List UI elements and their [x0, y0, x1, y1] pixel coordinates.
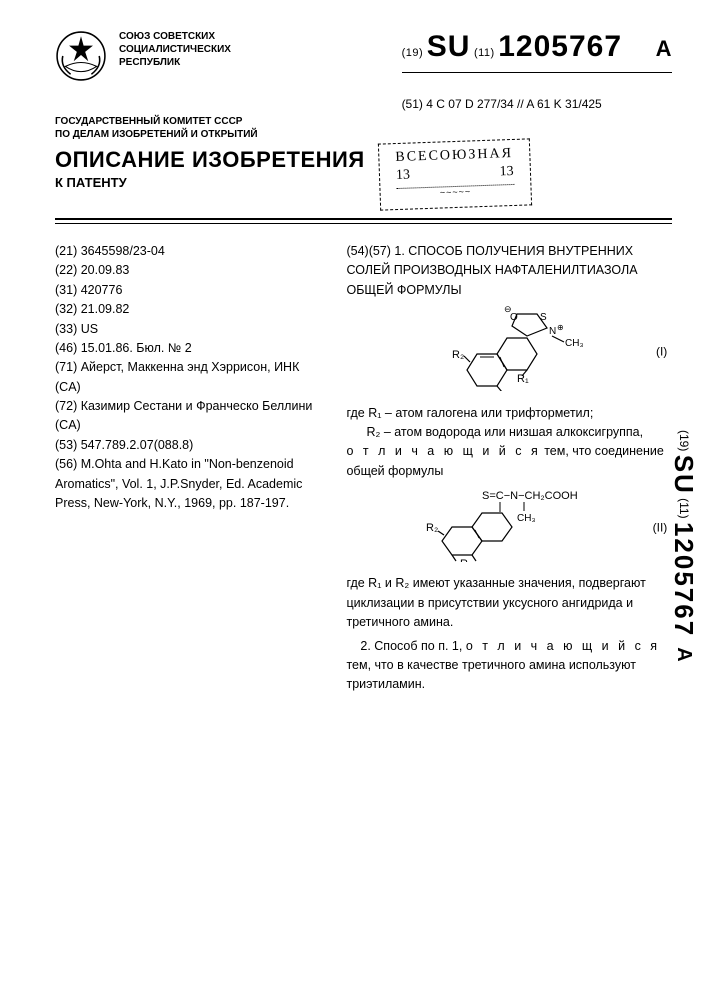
field-56: (56) M.Ohta and H.Kato in "Non-benzenoid…: [55, 455, 326, 513]
body-columns: (21) 3645598/23-04 (22) 20.09.83 (31) 42…: [55, 242, 672, 695]
distinguishing-clause: о т л и ч а ю щ и й с я тем, что соедине…: [346, 442, 667, 481]
otl-word: о т л и ч а ю щ и й с я: [346, 444, 540, 458]
union-line-3: РЕСПУБЛИК: [119, 56, 231, 69]
where-clause: где R₁ – атом галогена или трифторметил;: [346, 404, 667, 423]
field-21: (21) 3645598/23-04: [55, 242, 326, 261]
stamp-number-right: 13: [499, 164, 514, 180]
svg-text:R₁: R₁: [460, 558, 472, 562]
heavy-rule: [55, 218, 672, 220]
code-su: SU: [427, 30, 471, 63]
side-11: (11): [677, 498, 691, 518]
side-tail: A: [673, 647, 695, 661]
claim-2b: тем, что в качестве третичного амина исп…: [346, 658, 636, 691]
stamp-bottom-line: ~~~~~: [396, 184, 514, 199]
registration-stamp: ВСЕСОЮЗНАЯ 13 13 ~~~~~: [378, 138, 532, 210]
formula-1: O ⊖ S N ⊕ CH₃ R₂: [346, 306, 667, 397]
svg-text:R₂: R₂: [426, 522, 438, 534]
committee-line-2: ПО ДЕЛАМ ИЗОБРЕТЕНИЙ И ОТКРЫТИЙ: [55, 128, 672, 141]
patent-codes: (19) SU (11) 1205767 A (51) 4 С 07 D 277…: [402, 30, 672, 111]
committee-name: ГОСУДАРСТВЕННЫЙ КОМИТЕТ СССР ПО ДЕЛАМ ИЗ…: [55, 115, 672, 141]
field-22: (22) 20.09.83: [55, 261, 326, 280]
r1-definition: R₁ – атом галогена или трифторметил;: [368, 406, 593, 420]
committee-line-1: ГОСУДАРСТВЕННЫЙ КОМИТЕТ СССР: [55, 115, 672, 128]
side-number: 1205767: [669, 522, 699, 637]
left-column: (21) 3645598/23-04 (22) 20.09.83 (31) 42…: [55, 242, 326, 695]
where-label: где: [346, 406, 364, 420]
stamp-word: ВСЕСОЮЗНАЯ: [395, 146, 513, 166]
claim-2: 2. Способ по п. 1, о т л и ч а ю щ и й с…: [346, 637, 667, 695]
formula-2-number: (II): [653, 518, 668, 537]
svg-text:CH₃: CH₃: [517, 513, 536, 524]
header-rule: [402, 72, 672, 73]
claim-2a: 2. Способ по п. 1,: [360, 639, 465, 653]
claim-2-otl: о т л и ч а ю щ и й с я: [466, 639, 660, 653]
field-72: (72) Казимир Сестани и Франческо Беллини…: [55, 397, 326, 436]
field-33: (33) US: [55, 320, 326, 339]
field-71: (71) Айерст, Маккенна энд Хэррисон, ИНК …: [55, 358, 326, 397]
thin-rule: [55, 223, 672, 224]
document-subtitle: К ПАТЕНТУ: [55, 175, 365, 190]
code-tail: A: [656, 36, 672, 61]
side-19: (19): [677, 430, 691, 451]
side-su: SU: [669, 455, 699, 495]
code-11: (11): [474, 47, 495, 59]
state-emblem: [55, 30, 107, 87]
abstract-title: (54)(57) 1. СПОСОБ ПОЛУЧЕНИЯ ВНУТРЕННИХ …: [346, 242, 667, 300]
formula-2: S=C−N−CH₂COOH CH₃ R₂ R₁ (II): [346, 487, 667, 568]
header-row: СОЮЗ СОВЕТСКИХ СОЦИАЛИСТИЧЕСКИХ РЕСПУБЛИ…: [55, 30, 672, 111]
document-title: ОПИСАНИЕ ИЗОБРЕТЕНИЯ: [55, 147, 365, 173]
classif-prefix: (51) 4: [402, 97, 433, 111]
svg-text:CH₃: CH₃: [565, 338, 584, 349]
svg-text:R₂: R₂: [452, 349, 464, 361]
field-31: (31) 420776: [55, 281, 326, 300]
field-46: (46) 15.01.86. Бюл. № 2: [55, 339, 326, 358]
where-clause-2: где R₁ и R₂ имеют указанные значения, по…: [346, 574, 667, 632]
field-32: (32) 21.09.82: [55, 300, 326, 319]
code-19: (19): [402, 47, 424, 59]
right-column: (54)(57) 1. СПОСОБ ПОЛУЧЕНИЯ ВНУТРЕННИХ …: [346, 242, 667, 695]
svg-text:⊖: ⊖: [504, 306, 512, 314]
r2-definition: R₂ – атом водорода или низшая алкоксигру…: [366, 423, 667, 442]
chemical-structure-1-icon: O ⊖ S N ⊕ CH₃ R₂: [422, 306, 592, 391]
formula-1-number: (I): [656, 343, 667, 362]
patent-number: 1205767: [498, 30, 622, 63]
field-53: (53) 547.789.2.07(088.8): [55, 436, 326, 455]
union-line-1: СОЮЗ СОВЕТСКИХ: [119, 30, 231, 43]
svg-text:⊕: ⊕: [557, 323, 564, 332]
classification: С 07 D 277/34 // A 61 K 31/425: [436, 97, 601, 111]
union-line-2: СОЦИАЛИСТИЧЕСКИХ: [119, 43, 231, 56]
union-name: СОЮЗ СОВЕТСКИХ СОЦИАЛИСТИЧЕСКИХ РЕСПУБЛИ…: [119, 30, 231, 69]
title-block: ОПИСАНИЕ ИЗОБРЕТЕНИЯ К ПАТЕНТУ ВСЕСОЮЗНА…: [55, 147, 672, 208]
side-patent-label: (19) SU (11) 1205767 A: [668, 430, 699, 662]
chemical-structure-2-icon: S=C−N−CH₂COOH CH₃ R₂ R₁: [412, 487, 602, 562]
stamp-number-left: 13: [395, 168, 410, 184]
svg-text:S=C−N−CH₂COOH: S=C−N−CH₂COOH: [482, 490, 578, 502]
svg-text:N: N: [549, 326, 556, 337]
svg-text:S: S: [540, 312, 547, 323]
